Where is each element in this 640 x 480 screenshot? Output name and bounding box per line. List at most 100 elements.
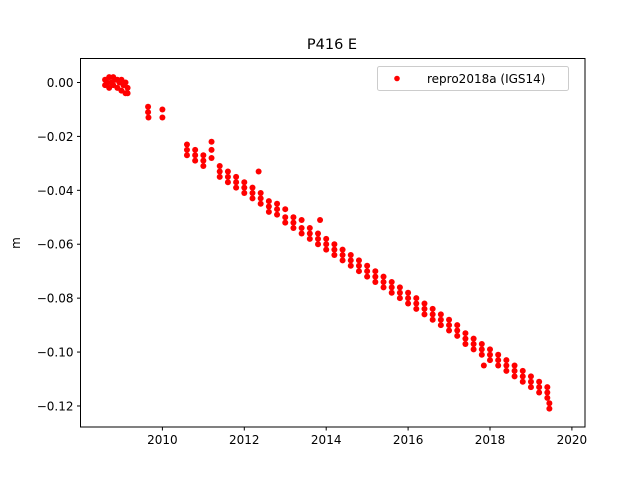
data-point [503, 367, 510, 374]
data-point [282, 219, 289, 226]
data-point [224, 179, 231, 186]
data-point [183, 146, 190, 153]
data-point [470, 340, 477, 347]
chart-title: P416 E [307, 37, 357, 53]
y-tick-label: −0.10 [37, 346, 74, 360]
data-point [388, 289, 395, 296]
data-point [192, 146, 199, 153]
data-point [233, 173, 240, 180]
data-point [355, 262, 362, 269]
data-point [536, 389, 543, 396]
data-point [495, 357, 502, 364]
data-point [470, 335, 477, 342]
data-point [233, 179, 240, 186]
data-point [544, 384, 551, 391]
data-point [122, 79, 129, 86]
data-point [527, 373, 534, 380]
data-point [454, 332, 461, 339]
x-tick-label: 2014 [311, 433, 342, 447]
data-point [396, 295, 403, 302]
data-point [339, 257, 346, 264]
data-point [355, 257, 362, 264]
data-point [257, 190, 264, 197]
data-point [249, 184, 256, 191]
data-point [306, 225, 313, 232]
data-point [159, 114, 166, 121]
data-point [527, 384, 534, 391]
data-point [159, 106, 166, 113]
data-point [437, 311, 444, 318]
data-point [249, 195, 256, 202]
data-point [347, 262, 354, 269]
data-point [145, 103, 152, 110]
data-point [421, 311, 428, 318]
data-point [290, 225, 297, 232]
legend-marker [394, 75, 400, 82]
data-point [355, 268, 362, 275]
data-point [519, 373, 526, 380]
data-point [470, 346, 477, 353]
data-point [478, 340, 485, 347]
data-point [224, 168, 231, 175]
data-point [183, 141, 190, 148]
data-point [478, 351, 485, 358]
data-point [405, 300, 412, 307]
data-point [183, 152, 190, 159]
y-tick-label: 0.00 [47, 76, 74, 90]
data-point [347, 252, 354, 259]
data-point [462, 330, 469, 337]
data-point [380, 278, 387, 285]
data-point [480, 362, 487, 369]
data-point [339, 246, 346, 253]
data-point [380, 284, 387, 291]
data-point [462, 340, 469, 347]
data-point [454, 327, 461, 334]
data-point [429, 316, 436, 323]
data-point [315, 241, 322, 248]
data-points [102, 74, 553, 412]
data-point [396, 284, 403, 291]
x-tick-label: 2016 [393, 433, 424, 447]
data-point [208, 138, 215, 145]
data-point [396, 289, 403, 296]
data-point [421, 300, 428, 307]
data-point [290, 219, 297, 226]
data-point [224, 173, 231, 180]
data-point [429, 305, 436, 312]
data-point [216, 168, 223, 175]
y-tick-label: −0.08 [37, 292, 74, 306]
data-point [265, 208, 272, 215]
data-point [192, 152, 199, 159]
data-point [421, 305, 428, 312]
data-point [413, 300, 420, 307]
data-point [486, 346, 493, 353]
data-point [347, 257, 354, 264]
data-point [315, 230, 322, 237]
legend-box [377, 66, 569, 91]
data-point [380, 273, 387, 280]
data-point [145, 114, 152, 121]
data-point [241, 179, 248, 186]
data-point [546, 405, 553, 412]
data-point [306, 230, 313, 237]
legend-label: repro2018a (IGS14) [427, 72, 545, 86]
y-tick-label: −0.04 [37, 184, 74, 198]
data-point [208, 154, 215, 161]
data-point [454, 322, 461, 329]
data-point [298, 225, 305, 232]
data-point [145, 109, 152, 116]
x-tick-label: 2018 [475, 433, 506, 447]
data-point [274, 206, 281, 213]
data-point [511, 373, 518, 380]
data-point [216, 163, 223, 170]
x-tick-label: 2020 [557, 433, 588, 447]
data-point [257, 200, 264, 207]
data-point [249, 190, 256, 197]
data-point [192, 157, 199, 164]
data-point [495, 351, 502, 358]
data-point [429, 311, 436, 318]
data-point [200, 152, 207, 159]
x-axis-ticks: 2010 2012 2014 2016 2018 2020 [147, 427, 587, 447]
data-point [511, 362, 518, 369]
data-point [257, 195, 264, 202]
